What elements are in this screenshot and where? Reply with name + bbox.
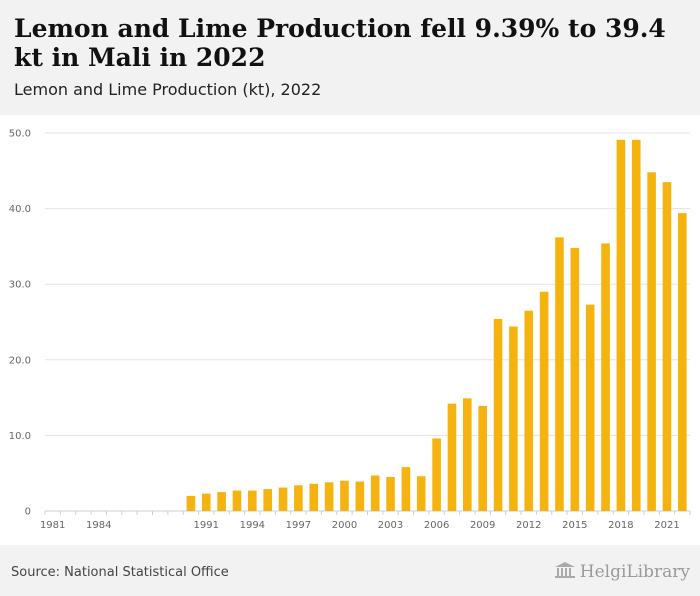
x-tick-label: 2009 [470, 520, 495, 531]
bar-1994 [248, 490, 257, 511]
bar-2018 [616, 139, 626, 511]
x-tick-label: 1994 [240, 520, 265, 531]
bar-2015 [570, 247, 580, 512]
bar-2010 [493, 318, 503, 511]
bar-2017 [601, 243, 610, 511]
bar-2002 [370, 475, 380, 511]
x-tick-label: 2021 [654, 520, 679, 531]
bar-2000 [340, 480, 349, 511]
bar-2014 [555, 237, 564, 511]
bars [186, 139, 687, 512]
bar-1992 [217, 492, 226, 511]
helgi-library-logo[interactable]: HelgiLibrary [554, 561, 690, 583]
bar-2013 [539, 291, 549, 511]
bar-2021 [662, 182, 672, 511]
y-tick-label: 20.0 [9, 355, 31, 366]
y-axis-ticks: 0 10.0 20.0 30.0 40.0 50.0 [9, 129, 31, 518]
bar-1993 [232, 490, 242, 511]
x-tick-label: 1991 [194, 520, 219, 531]
bar-2007 [447, 403, 457, 511]
x-tick-label: 2015 [562, 520, 587, 531]
bar-1997 [294, 485, 303, 511]
bar-2020 [647, 172, 656, 511]
chart-title: Lemon and Lime Production fell 9.39% to … [14, 14, 666, 72]
bar-2001 [355, 481, 365, 511]
bar-1998 [309, 483, 319, 511]
chart-subtitle: Lemon and Lime Production (kt), 2022 [14, 80, 322, 99]
x-tick-label: 2006 [424, 520, 449, 531]
library-building-icon [554, 561, 576, 583]
x-tick-label: 1981 [40, 520, 65, 531]
bar-2006 [432, 438, 441, 511]
x-tick-label: 2012 [516, 520, 541, 531]
logo-text: HelgiLibrary [579, 562, 690, 582]
bar-2004 [401, 467, 411, 511]
source-note: Source: National Statistical Office [11, 565, 229, 580]
bar-2012 [524, 310, 534, 511]
bar-1991 [201, 493, 211, 511]
chart-header: Lemon and Lime Production fell 9.39% to … [0, 0, 700, 115]
y-tick-label: 10.0 [9, 431, 31, 442]
x-tick-label: 2003 [378, 520, 403, 531]
bar-2022 [678, 213, 687, 512]
bar-1996 [278, 487, 288, 511]
y-tick-label: 0 [25, 507, 31, 518]
chart-footer: Source: National Statistical Office Helg… [0, 545, 700, 596]
bar-2011 [509, 326, 518, 511]
bar-2016 [585, 304, 595, 511]
bar-1990 [186, 495, 196, 511]
bar-2009 [478, 405, 487, 511]
bar-2019 [631, 139, 641, 511]
bar-1999 [324, 482, 334, 511]
y-tick-label: 30.0 [9, 280, 31, 291]
bar-2003 [386, 476, 395, 511]
bar-1995 [263, 489, 272, 511]
y-tick-label: 50.0 [9, 129, 31, 140]
x-tick-label: 1997 [286, 520, 311, 531]
plot-background [0, 115, 700, 545]
x-axis-ticks: 1981 1984 1991 1994 1997 2000 2003 2006 2009 2012… [40, 511, 691, 531]
x-tick-label: 2000 [332, 520, 357, 531]
x-tick-label: 2018 [608, 520, 633, 531]
x-tick-label: 1984 [86, 520, 111, 531]
bar-2005 [416, 476, 426, 511]
bar-2008 [463, 398, 472, 511]
y-tick-label: 40.0 [9, 204, 31, 215]
